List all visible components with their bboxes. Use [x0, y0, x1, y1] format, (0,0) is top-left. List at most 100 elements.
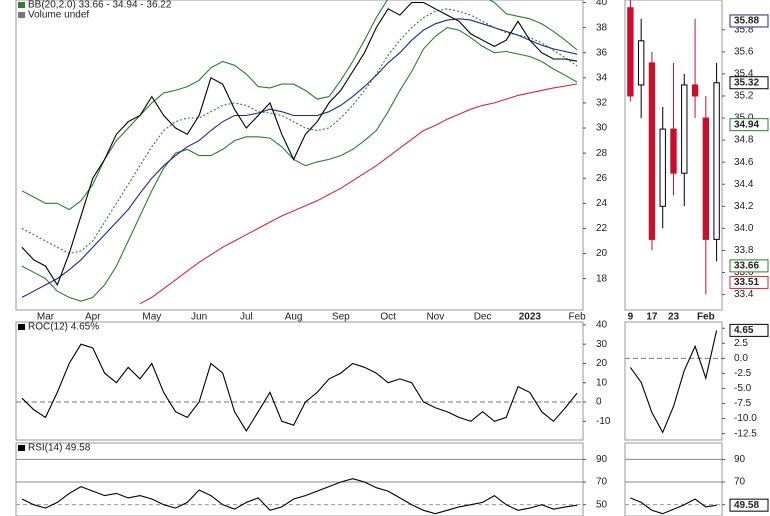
y-tick-label: 40 [596, 320, 608, 331]
candle-body [659, 128, 666, 207]
x-tick-label: Feb [697, 312, 715, 323]
y-tick-label: -7.5 [734, 398, 752, 409]
data-line [21, 478, 578, 515]
legend-text: Volume undef [28, 10, 89, 21]
y-tick-label: 36 [596, 47, 608, 58]
y-tick-label: -10.0 [734, 413, 757, 424]
y-tick-label: 34.4 [734, 179, 754, 190]
legend-swatch [18, 12, 25, 18]
y-tick-label: 10 [596, 377, 608, 388]
value-box [729, 118, 769, 132]
y-tick-label: 38 [596, 22, 608, 33]
y-tick-label: 33.6 [734, 267, 754, 278]
panel-frame [15, 0, 584, 311]
y-tick-label: 35.4 [734, 69, 754, 80]
y-tick-label: 34.8 [734, 135, 754, 146]
candle-body [691, 84, 699, 97]
value-label: 34.94 [734, 119, 759, 130]
y-tick-label: 0 [596, 397, 602, 408]
value-box [729, 323, 769, 337]
y-tick-label: 24 [596, 198, 608, 209]
y-tick-label: 35.8 [734, 24, 754, 35]
plot-area [16, 343, 583, 432]
value-box [729, 275, 769, 289]
candle-body [702, 117, 710, 240]
value-box [729, 76, 769, 90]
data-line [630, 497, 717, 515]
plot-area [625, 330, 722, 434]
panel-frame [624, 0, 723, 311]
candle-body [637, 40, 645, 86]
legend-swatch [18, 445, 25, 451]
x-tick-label: Oct [380, 312, 396, 323]
data-line [21, 0, 578, 211]
y-tick-label: 2.5 [734, 338, 748, 349]
panel-frame [15, 321, 584, 441]
y-tick-label: 90 [734, 454, 746, 465]
legend-text: RSI(14) 49.58 [28, 443, 91, 454]
data-line [21, 18, 578, 298]
candle-body [627, 7, 634, 97]
value-box [729, 14, 769, 28]
data-line [21, 27, 578, 302]
y-tick-label: 35.6 [734, 46, 754, 57]
value-label: 35.32 [734, 77, 759, 88]
candle-body [713, 82, 720, 240]
legend-text: BB(20,2.0) 33.66 - 34.94 - 36.22 [28, 0, 172, 11]
x-tick-label: Jul [240, 312, 253, 323]
legend-text: ROC(12) 4.65% [28, 322, 99, 333]
x-tick-label: Apr [85, 312, 101, 323]
data-line [21, 343, 578, 432]
x-tick-label: 17 [646, 312, 658, 323]
x-tick-label: 23 [668, 312, 680, 323]
data-line [21, 8, 578, 255]
x-tick-label: Jun [191, 312, 207, 323]
y-tick-label: 18 [596, 273, 608, 284]
y-tick-label: 22 [596, 223, 608, 234]
y-tick-label: 40 [596, 0, 608, 8]
y-tick-label: -12.5 [734, 428, 757, 439]
x-tick-label: May [142, 312, 161, 323]
x-tick-label: Aug [285, 312, 303, 323]
y-tick-label: 30 [596, 339, 608, 350]
data-line [629, 330, 718, 434]
panel-frame [624, 442, 723, 516]
y-tick-label: 0.0 [734, 353, 748, 364]
x-tick-label: 2023 [519, 312, 542, 323]
candle-body [670, 128, 677, 174]
plot-area [21, 0, 578, 305]
y-tick-label: 34.6 [734, 157, 754, 168]
y-tick-label: 70 [734, 477, 746, 488]
y-tick-label: 28 [596, 148, 608, 159]
panel-frame [15, 442, 584, 516]
y-tick-label: -10 [596, 416, 611, 427]
y-tick-label: 32 [596, 98, 608, 109]
y-tick-label: 30 [596, 123, 608, 134]
y-tick-label: 34.0 [734, 223, 754, 234]
value-label: 4.65 [734, 325, 754, 336]
y-tick-label: -5.0 [734, 383, 752, 394]
legend-swatch [18, 324, 25, 330]
data-line [21, 1, 578, 287]
x-tick-label: Feb [568, 312, 586, 323]
x-tick-label: 9 [628, 312, 634, 323]
y-tick-label: 50 [596, 499, 608, 510]
y-tick-label: -2.5 [734, 368, 752, 379]
x-tick-label: Nov [426, 312, 444, 323]
panel-frame [624, 321, 723, 441]
data-line [139, 83, 578, 305]
x-tick-label: Dec [474, 312, 492, 323]
y-tick-label: 20 [596, 358, 608, 369]
y-tick-label: 33.4 [734, 289, 754, 300]
candle-body [681, 84, 688, 174]
y-tick-label: 35.2 [734, 91, 754, 102]
y-tick-label: 20 [596, 248, 608, 259]
value-box [729, 498, 769, 512]
value-box [729, 259, 769, 273]
plot-area [625, 458, 722, 515]
y-tick-label: 26 [596, 173, 608, 184]
x-tick-label: Mar [37, 312, 55, 323]
y-tick-label: 34.2 [734, 201, 754, 212]
value-label: 33.66 [734, 261, 759, 272]
